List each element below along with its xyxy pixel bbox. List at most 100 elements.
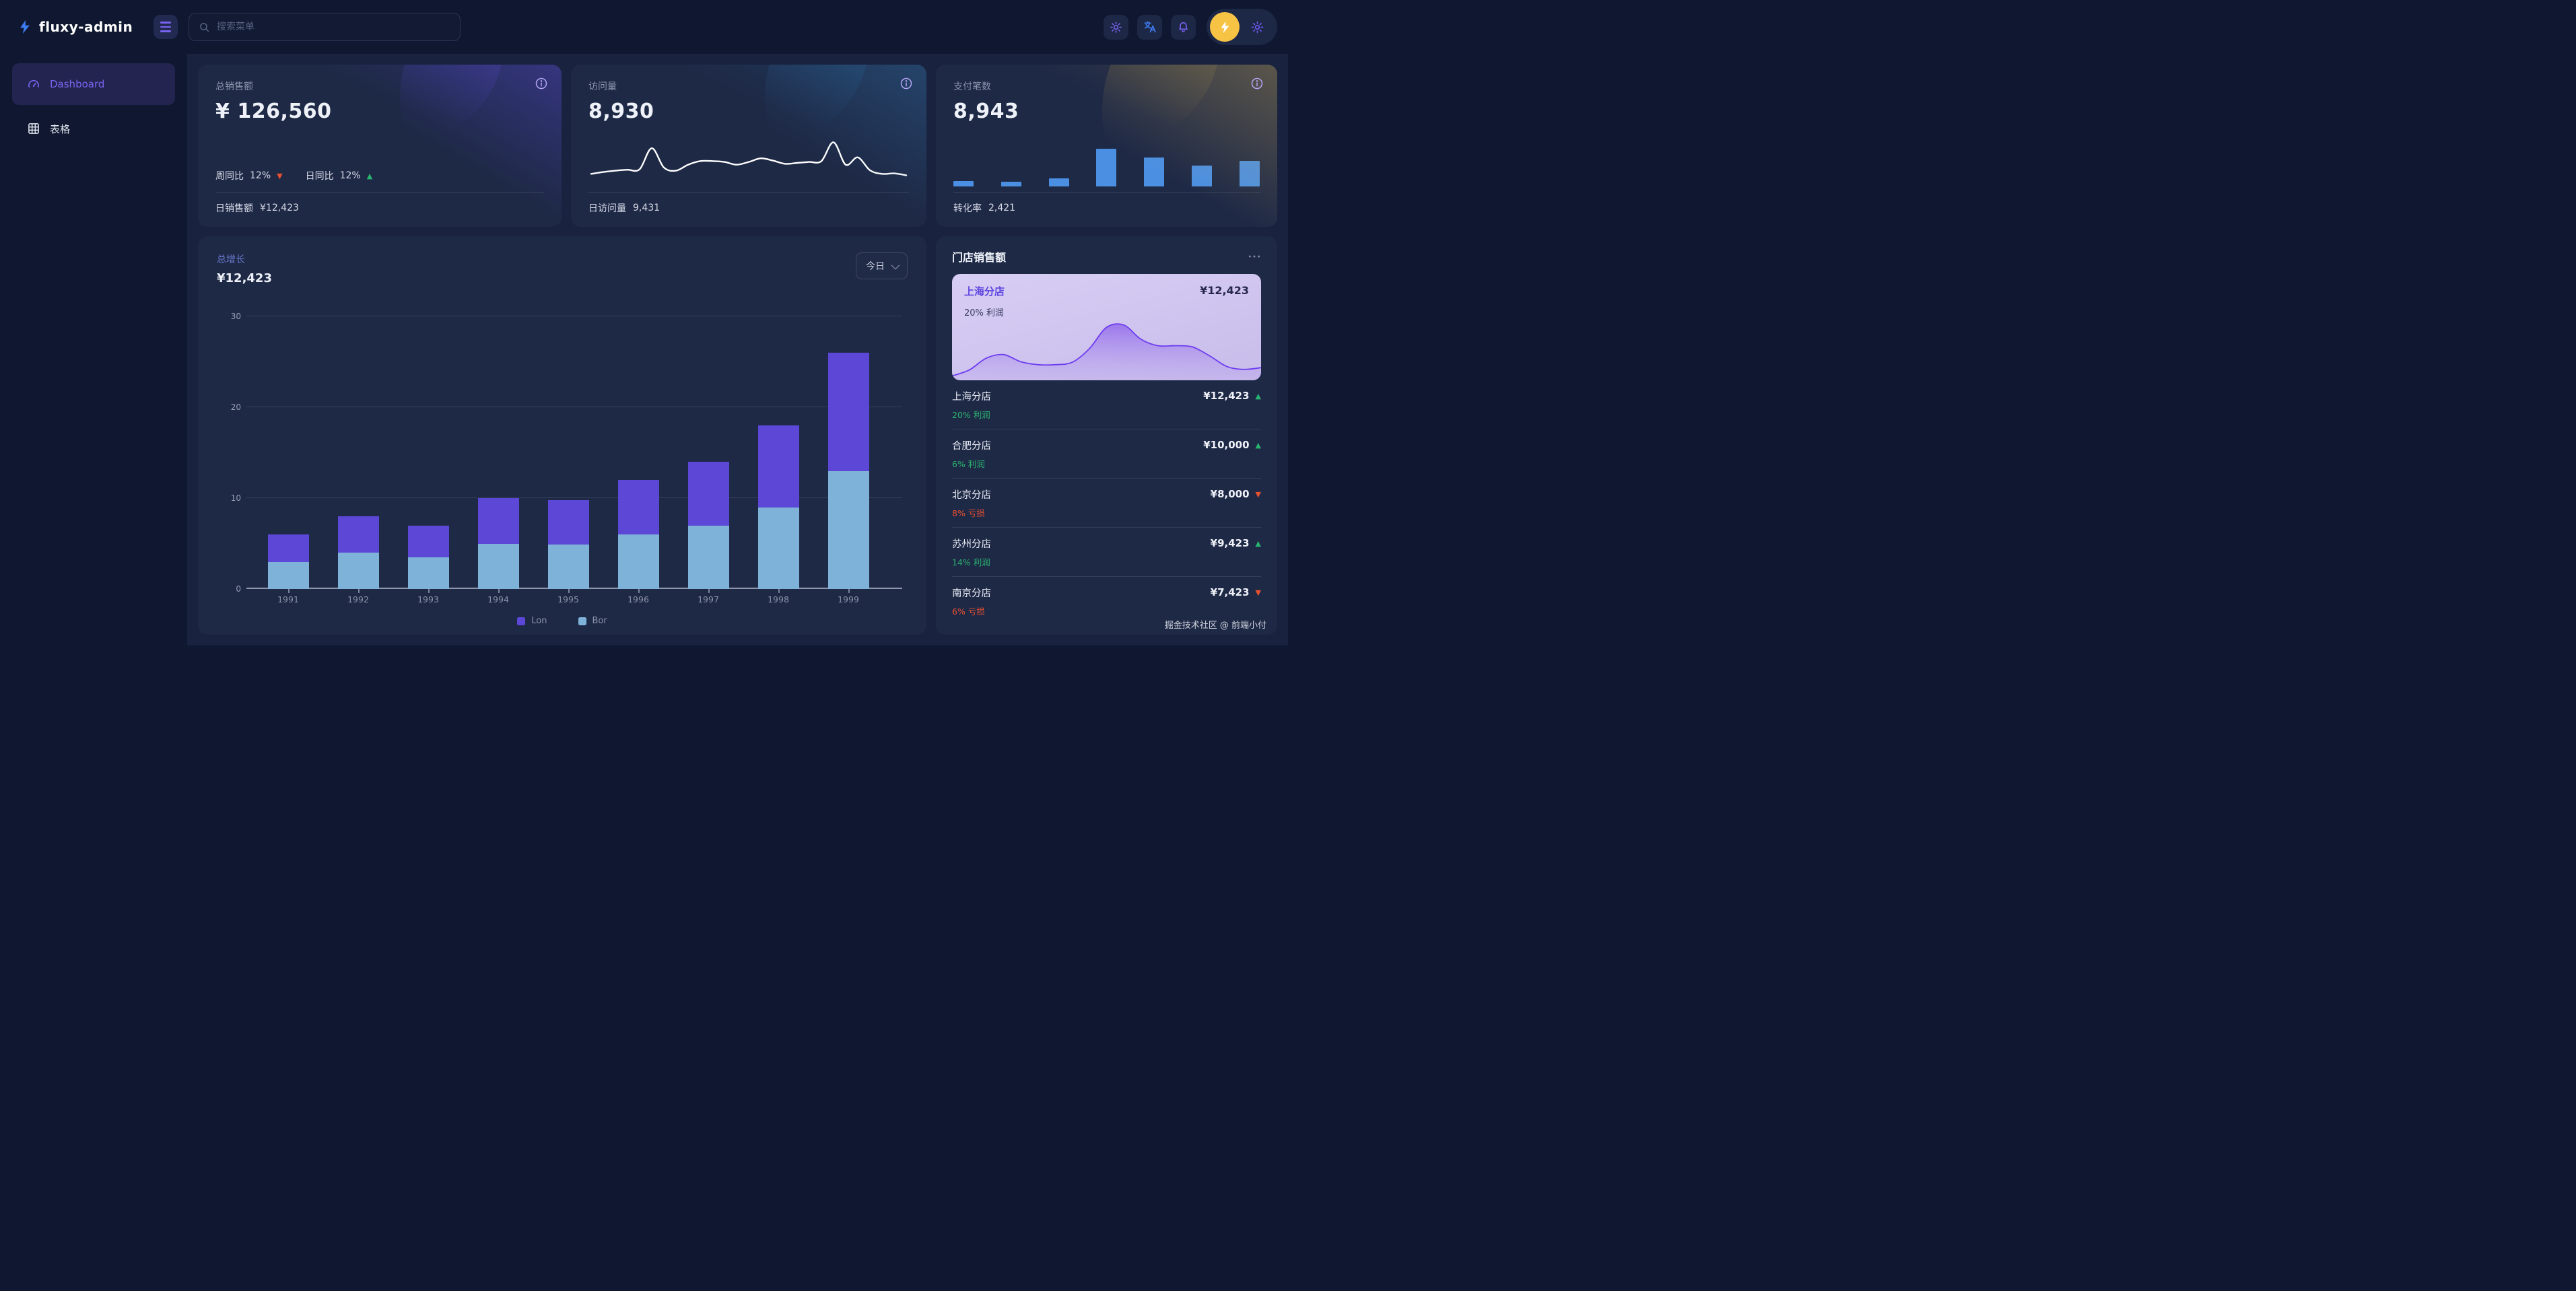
search-input[interactable] — [217, 22, 450, 32]
more-menu-button[interactable] — [1248, 252, 1261, 261]
legend-item-bor[interactable]: Bor — [578, 616, 607, 626]
y-axis-label: 30 — [230, 312, 241, 321]
x-axis-tick — [358, 589, 360, 593]
x-axis-tick — [848, 589, 850, 593]
info-icon[interactable] — [1250, 77, 1264, 90]
stat-value: 8,943 — [953, 100, 1019, 123]
payments-mini-bar-chart — [953, 146, 1260, 186]
x-axis-tick — [498, 589, 500, 593]
legend-swatch — [578, 617, 586, 625]
watermark: 掘金技术社区 @ 前端小付 — [1164, 621, 1266, 631]
theme-toggle-button[interactable] — [1104, 14, 1128, 40]
trend-arrow-icon: ▲ — [366, 171, 373, 180]
stat-title: 支付笔数 — [953, 81, 991, 92]
highlight-store-name: 上海分店 — [964, 285, 1005, 298]
highlight-store-profit: 20% 利润 — [964, 308, 1005, 318]
x-axis-label: 1996 — [628, 594, 649, 604]
x-axis-tick — [568, 589, 570, 593]
bar-segment-lon — [687, 462, 729, 526]
user-settings-pill[interactable] — [1207, 9, 1277, 45]
top-header: fluxy-admin — [0, 0, 1288, 54]
divider — [215, 192, 544, 193]
legend-label: Lon — [531, 616, 547, 626]
store-list-item: 合肥分店 ¥10,000 ▲ 6% 利润 — [952, 429, 1261, 479]
lightning-bolt-icon — [18, 19, 32, 35]
store-value: ¥7,423 ▼ — [1210, 586, 1261, 598]
info-icon[interactable] — [535, 77, 548, 90]
store-list-item: 南京分店 ¥7,423 ▼ 6% 亏损 — [952, 577, 1261, 625]
store-name: 苏州分店 — [952, 538, 991, 550]
growth-stacked-bar-chart: 0 10 20 30 1991 1992 1993 1994 1995 1996 1997 1998 1… — [231, 312, 902, 604]
x-axis-label: 1993 — [417, 594, 439, 604]
visits-card: 访问量 8,930 日访问量 9,431 — [571, 65, 926, 227]
menu-icon — [160, 22, 171, 32]
bar-segment-lon — [617, 480, 659, 534]
language-switch-button[interactable] — [1137, 14, 1162, 40]
menu-search[interactable] — [189, 13, 461, 41]
legend-item-lon[interactable]: Lon — [517, 616, 547, 626]
store-name: 北京分店 — [952, 489, 991, 501]
stats-row: 总销售额 ¥ 126,560 周同比 12% ▼ 日同比 12% ▲ — [198, 65, 1277, 227]
x-axis-tick — [778, 589, 780, 593]
y-axis-label: 10 — [230, 493, 241, 503]
info-icon[interactable] — [900, 77, 913, 90]
day-trend: 日同比 12% ▲ — [305, 170, 373, 182]
gauge-icon — [27, 77, 40, 91]
week-trend: 周同比 12% ▼ — [215, 170, 283, 182]
store-name: 合肥分店 — [952, 440, 991, 452]
x-axis-tick — [708, 589, 710, 593]
brand-name: fluxy-admin — [39, 19, 133, 35]
store-highlight-card[interactable]: 上海分店 ¥12,423 20% 利润 — [952, 274, 1261, 380]
mini-bar — [1144, 158, 1165, 186]
sidebar-item-table[interactable]: 表格 — [12, 108, 175, 149]
x-axis-label: 1998 — [768, 594, 789, 604]
date-range-dropdown[interactable]: 今日 — [856, 252, 908, 279]
trend-arrow-icon: ▼ — [1255, 588, 1261, 597]
stat-title: 访问量 — [588, 81, 617, 92]
stat-value: 8,930 — [588, 100, 654, 123]
user-avatar[interactable] — [1210, 12, 1240, 42]
settings-button[interactable] — [1250, 20, 1264, 34]
store-list-item: 上海分店 ¥12,423 ▲ 20% 利润 — [952, 380, 1261, 429]
stat-footer: 转化率 2,421 — [953, 203, 1016, 214]
store-list: 上海分店 ¥12,423 ▲ 20% 利润 合肥分店 ¥10,000 ▲ 6% 利润… — [952, 380, 1261, 625]
bar-segment-bor — [687, 525, 729, 589]
bar-segment-bor — [407, 557, 449, 589]
sidebar-collapse-button[interactable] — [154, 15, 178, 39]
bar-segment-lon — [267, 534, 309, 562]
highlight-store-value: ¥12,423 — [1200, 284, 1249, 297]
legend-swatch — [517, 617, 526, 625]
gridline — [246, 497, 902, 498]
store-name: 上海分店 — [952, 391, 991, 403]
sidebar-item-dashboard[interactable]: Dashboard — [12, 63, 175, 105]
mini-bar — [1048, 178, 1069, 186]
x-axis-label: 1991 — [277, 594, 299, 604]
store-profit-label: 6% 利润 — [952, 458, 985, 469]
bar-segment-lon — [477, 498, 519, 544]
x-axis-label: 1994 — [487, 594, 509, 604]
divider — [588, 192, 909, 193]
store-value: ¥9,423 ▲ — [1210, 537, 1261, 549]
bar-segment-bor — [827, 470, 869, 589]
x-axis-tick — [638, 589, 640, 593]
x-axis-tick — [288, 589, 290, 593]
visits-sparkline — [590, 141, 908, 176]
store-profit-label: 8% 亏损 — [952, 508, 985, 518]
bar-segment-bor — [267, 561, 309, 589]
legend-label: Bor — [592, 616, 607, 626]
store-profit-label: 14% 利润 — [952, 557, 990, 567]
stat-footer: 日访问量 9,431 — [588, 203, 660, 214]
x-axis-tick — [428, 589, 430, 593]
x-axis-label: 1992 — [347, 594, 369, 604]
store-value: ¥12,423 ▲ — [1203, 390, 1261, 402]
sidebar-item-label: 表格 — [50, 123, 71, 135]
notifications-button[interactable] — [1171, 14, 1196, 40]
bell-icon — [1177, 21, 1190, 34]
stat-title: 总销售额 — [215, 81, 253, 92]
mini-bar — [1096, 149, 1117, 186]
x-axis-label: 1997 — [698, 594, 719, 604]
mini-bar — [1192, 166, 1213, 186]
table-icon — [27, 122, 40, 135]
trend-arrow-icon: ▲ — [1255, 538, 1261, 548]
search-icon — [199, 22, 210, 33]
